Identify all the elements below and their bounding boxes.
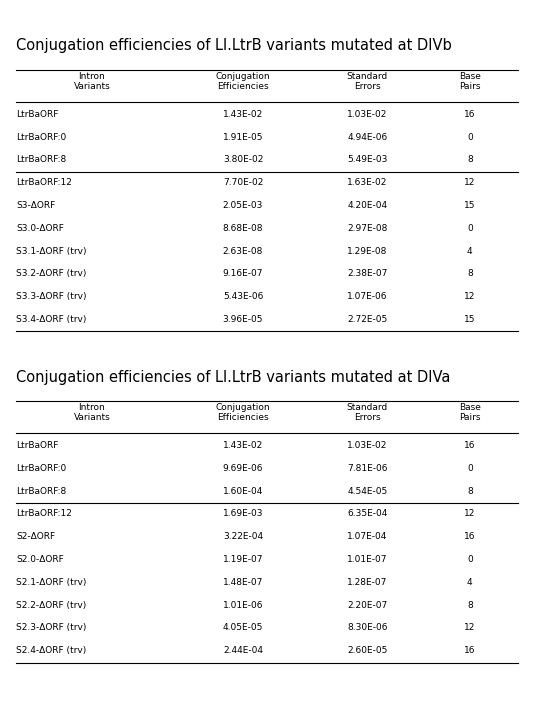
Text: S2-ΔORF: S2-ΔORF bbox=[16, 532, 55, 541]
Text: 16: 16 bbox=[464, 532, 476, 541]
Text: 1.01E-06: 1.01E-06 bbox=[223, 600, 264, 610]
Text: 2.44E-04: 2.44E-04 bbox=[223, 646, 263, 655]
Text: 1.91E-05: 1.91E-05 bbox=[223, 132, 264, 142]
Text: S2.4-ΔORF (trv): S2.4-ΔORF (trv) bbox=[16, 646, 86, 655]
Text: 1.60E-04: 1.60E-04 bbox=[223, 487, 263, 495]
Text: 3.80E-02: 3.80E-02 bbox=[223, 156, 263, 164]
Text: 2.38E-07: 2.38E-07 bbox=[347, 269, 387, 279]
Text: 2.05E-03: 2.05E-03 bbox=[223, 201, 263, 210]
Text: 1.03E-02: 1.03E-02 bbox=[347, 109, 387, 119]
Text: 1.48E-07: 1.48E-07 bbox=[223, 577, 263, 587]
Text: 1.63E-02: 1.63E-02 bbox=[347, 178, 387, 187]
Text: 16: 16 bbox=[464, 441, 476, 450]
Text: 4.20E-04: 4.20E-04 bbox=[347, 201, 387, 210]
Text: 7.81E-06: 7.81E-06 bbox=[347, 464, 388, 473]
Text: 4.54E-05: 4.54E-05 bbox=[347, 487, 387, 495]
Text: 12: 12 bbox=[464, 292, 476, 301]
Text: 2.63E-08: 2.63E-08 bbox=[223, 246, 263, 256]
Text: 4: 4 bbox=[467, 577, 472, 587]
Text: 3.96E-05: 3.96E-05 bbox=[223, 315, 264, 324]
Text: 0: 0 bbox=[467, 132, 472, 142]
Text: 1.43E-02: 1.43E-02 bbox=[223, 441, 263, 450]
Text: 8: 8 bbox=[467, 269, 472, 279]
Text: 1.01E-07: 1.01E-07 bbox=[347, 555, 388, 564]
Text: 9.69E-06: 9.69E-06 bbox=[223, 464, 264, 473]
Text: 0: 0 bbox=[467, 464, 472, 473]
Text: 1.07E-06: 1.07E-06 bbox=[347, 292, 388, 301]
Text: 16: 16 bbox=[464, 109, 476, 119]
Text: 0: 0 bbox=[467, 555, 472, 564]
Text: S3.4-ΔORF (trv): S3.4-ΔORF (trv) bbox=[16, 315, 86, 324]
Text: 1.19E-07: 1.19E-07 bbox=[223, 555, 264, 564]
Text: 6.35E-04: 6.35E-04 bbox=[347, 509, 387, 518]
Text: S2.3-ΔORF (trv): S2.3-ΔORF (trv) bbox=[16, 624, 86, 632]
Text: LtrBaORF:8: LtrBaORF:8 bbox=[16, 156, 66, 164]
Text: Conjugation efficiencies of Ll.LtrB variants mutated at DIVa: Conjugation efficiencies of Ll.LtrB vari… bbox=[16, 369, 450, 384]
Text: 2.72E-05: 2.72E-05 bbox=[347, 315, 387, 324]
Text: 8: 8 bbox=[467, 487, 472, 495]
Text: 2.97E-08: 2.97E-08 bbox=[347, 224, 387, 233]
Text: Conjugation
Efficiencies: Conjugation Efficiencies bbox=[215, 71, 271, 91]
Text: Conjugation efficiencies of Ll.LtrB variants mutated at DIVb: Conjugation efficiencies of Ll.LtrB vari… bbox=[16, 38, 452, 53]
Text: LtrBaORF: LtrBaORF bbox=[16, 109, 58, 119]
Text: 8: 8 bbox=[467, 600, 472, 610]
Text: 16: 16 bbox=[464, 646, 476, 655]
Text: Base
Pairs: Base Pairs bbox=[459, 402, 481, 422]
Text: 8.30E-06: 8.30E-06 bbox=[347, 624, 388, 632]
Text: LtrBaORF:0: LtrBaORF:0 bbox=[16, 464, 66, 473]
Text: 12: 12 bbox=[464, 178, 476, 187]
Text: Conjugation
Efficiencies: Conjugation Efficiencies bbox=[215, 402, 271, 422]
Text: 5.49E-03: 5.49E-03 bbox=[347, 156, 387, 164]
Text: LtrBaORF:8: LtrBaORF:8 bbox=[16, 487, 66, 495]
Text: 8.68E-08: 8.68E-08 bbox=[223, 224, 264, 233]
Text: Intron
Variants: Intron Variants bbox=[73, 71, 110, 91]
Text: 12: 12 bbox=[464, 624, 476, 632]
Text: S2.1-ΔORF (trv): S2.1-ΔORF (trv) bbox=[16, 577, 86, 587]
Text: 2.20E-07: 2.20E-07 bbox=[347, 600, 387, 610]
Text: 1.03E-02: 1.03E-02 bbox=[347, 441, 387, 450]
Text: Standard
Errors: Standard Errors bbox=[347, 71, 388, 91]
Text: S2.0-ΔORF: S2.0-ΔORF bbox=[16, 555, 64, 564]
Text: S3.3-ΔORF (trv): S3.3-ΔORF (trv) bbox=[16, 292, 87, 301]
Text: 12: 12 bbox=[464, 509, 476, 518]
Text: 3.22E-04: 3.22E-04 bbox=[223, 532, 263, 541]
Text: LtrBaORF:12: LtrBaORF:12 bbox=[16, 178, 72, 187]
Text: 1.28E-07: 1.28E-07 bbox=[347, 577, 387, 587]
Text: 1.43E-02: 1.43E-02 bbox=[223, 109, 263, 119]
Text: LtrBaORF:12: LtrBaORF:12 bbox=[16, 509, 72, 518]
Text: 5.43E-06: 5.43E-06 bbox=[223, 292, 263, 301]
Text: 0: 0 bbox=[467, 224, 472, 233]
Text: S3.2-ΔORF (trv): S3.2-ΔORF (trv) bbox=[16, 269, 86, 279]
Text: 15: 15 bbox=[464, 201, 476, 210]
Text: LtrBaORF: LtrBaORF bbox=[16, 441, 58, 450]
Text: 1.07E-04: 1.07E-04 bbox=[347, 532, 387, 541]
Text: 8: 8 bbox=[467, 156, 472, 164]
Text: 9.16E-07: 9.16E-07 bbox=[223, 269, 264, 279]
Text: S3.0-ΔORF: S3.0-ΔORF bbox=[16, 224, 64, 233]
Text: 4: 4 bbox=[467, 246, 472, 256]
Text: Intron
Variants: Intron Variants bbox=[73, 402, 110, 422]
Text: Standard
Errors: Standard Errors bbox=[347, 402, 388, 422]
Text: 1.69E-03: 1.69E-03 bbox=[223, 509, 264, 518]
Text: S3-ΔORF: S3-ΔORF bbox=[16, 201, 56, 210]
Text: S2.2-ΔORF (trv): S2.2-ΔORF (trv) bbox=[16, 600, 86, 610]
Text: 4.94E-06: 4.94E-06 bbox=[347, 132, 387, 142]
Text: 2.60E-05: 2.60E-05 bbox=[347, 646, 387, 655]
Text: 4.05E-05: 4.05E-05 bbox=[223, 624, 263, 632]
Text: S3.1-ΔORF (trv): S3.1-ΔORF (trv) bbox=[16, 246, 87, 256]
Text: 1.29E-08: 1.29E-08 bbox=[347, 246, 387, 256]
Text: Base
Pairs: Base Pairs bbox=[459, 71, 481, 91]
Text: 7.70E-02: 7.70E-02 bbox=[223, 178, 263, 187]
Text: 15: 15 bbox=[464, 315, 476, 324]
Text: LtrBaORF:0: LtrBaORF:0 bbox=[16, 132, 66, 142]
